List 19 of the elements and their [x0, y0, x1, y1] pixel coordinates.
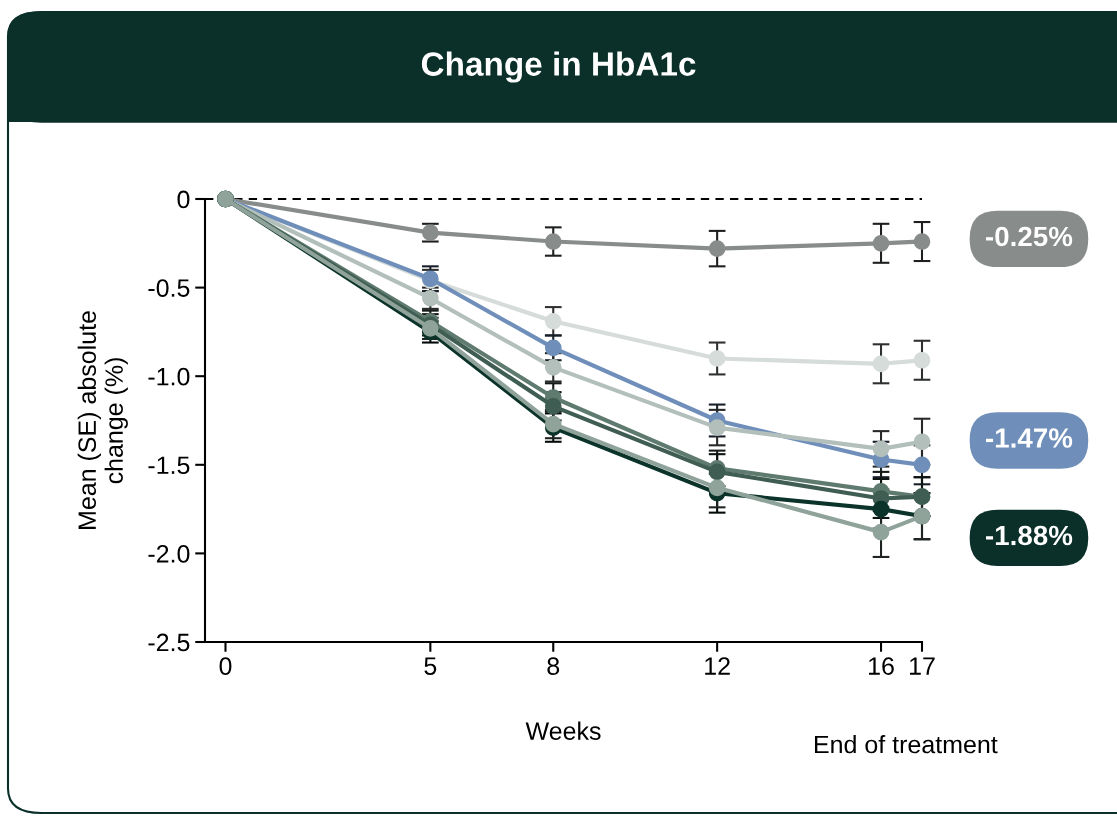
y-tick-label: 0	[177, 190, 190, 209]
text: End of treatment	[814, 734, 998, 754]
y-tick-label: -2.5	[148, 633, 190, 652]
x-tick-label: 5	[424, 657, 437, 675]
x-axis-title: Weeks	[525, 721, 601, 740]
x-tick-label: 0	[219, 657, 232, 675]
x-tick-label: 16	[869, 657, 894, 675]
y-tick-label: -1.0	[148, 367, 190, 386]
chart-title: Change in HbA1c	[421, 51, 696, 83]
x-tick-label: 12	[705, 657, 730, 675]
x-tick-label: 8	[547, 657, 560, 675]
y-tick-label: -2.0	[148, 545, 190, 563]
x-tick-label: 17	[910, 657, 935, 675]
y-axis-title: Mean (SE) absolute change (%)	[77, 311, 128, 529]
text: -1.47%	[986, 428, 1073, 448]
text: -0.25%	[986, 226, 1073, 247]
y-tick-label: -0.5	[148, 279, 190, 297]
y-tick-label: -1.5	[148, 456, 190, 475]
text: -1.88%	[986, 525, 1073, 546]
